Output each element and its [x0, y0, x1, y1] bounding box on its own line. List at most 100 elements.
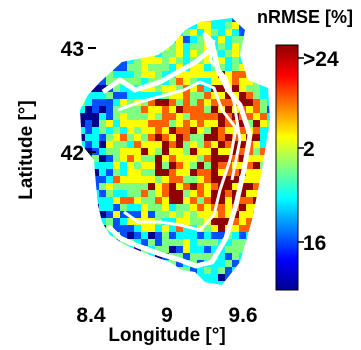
- grid-cell: [253, 211, 260, 218]
- grid-cell: [218, 50, 225, 57]
- grid-cell: [106, 29, 113, 36]
- grid-cell: [239, 267, 246, 274]
- grid-cell: [92, 78, 99, 85]
- grid-cell: [155, 267, 162, 274]
- grid-cell: [267, 267, 270, 274]
- grid-cell: [99, 197, 106, 204]
- grid-cell: [134, 57, 141, 64]
- grid-cell: [190, 239, 197, 246]
- grid-cell: [80, 78, 85, 85]
- grid-cell: [148, 57, 155, 64]
- grid-cell: [148, 204, 155, 211]
- grid-cell: [267, 288, 274, 295]
- grid-cell: [232, 288, 239, 295]
- grid-cell: [267, 120, 270, 127]
- grid-cell: [92, 155, 99, 162]
- grid-cell: [267, 162, 270, 169]
- grid-cell: [127, 246, 134, 253]
- grid-cell: [190, 134, 197, 141]
- grid-cell: [190, 183, 197, 190]
- grid-cell: [176, 204, 183, 211]
- grid-cell: [197, 162, 204, 169]
- grid-cell: [260, 281, 267, 285]
- grid-cell: [225, 204, 232, 211]
- grid-cell: [239, 43, 246, 50]
- grid-cell: [225, 43, 232, 50]
- grid-cell: [80, 113, 85, 120]
- grid-cell: [92, 267, 99, 274]
- grid-cell: [148, 29, 155, 36]
- grid-cell: [99, 204, 106, 211]
- grid-cell: [127, 78, 134, 85]
- grid-cell: [225, 71, 232, 78]
- grid-cell: [204, 232, 211, 239]
- grid-cell: [85, 29, 92, 36]
- grid-cell: [92, 127, 99, 134]
- grid-cell: [106, 246, 113, 253]
- grid-cell: [92, 85, 99, 92]
- grid-cell: [162, 29, 169, 36]
- grid-cell: [134, 78, 141, 85]
- grid-cell: [80, 120, 85, 127]
- grid-cell: [99, 113, 106, 120]
- grid-cell: [169, 57, 176, 64]
- grid-cell: [134, 190, 141, 197]
- grid-cell: [204, 253, 211, 260]
- grid-cell: [267, 148, 270, 155]
- grid-cell: [239, 36, 246, 43]
- grid-cell: [204, 134, 211, 141]
- grid-cell: [141, 113, 148, 120]
- grid-cell: [169, 29, 176, 36]
- grid-cell: [85, 85, 92, 92]
- grid-cell: [99, 232, 106, 239]
- grid-cell: [260, 78, 267, 85]
- grid-cell: [106, 113, 113, 120]
- grid-cell: [120, 176, 127, 183]
- grid-cell: [99, 190, 106, 197]
- grid-cell: [134, 288, 141, 295]
- grid-cell: [99, 43, 106, 50]
- grid-cell: [260, 183, 267, 190]
- grid-cell: [197, 18, 204, 22]
- grid-cell: [148, 43, 155, 50]
- grid-cell: [239, 18, 246, 22]
- grid-cell: [141, 260, 148, 267]
- grid-cell: [225, 141, 232, 148]
- map-panel: [80, 18, 274, 295]
- grid-cell: [106, 204, 113, 211]
- grid-cell: [92, 22, 99, 29]
- grid-cell: [113, 204, 120, 211]
- grid-cell: [253, 106, 260, 113]
- grid-cell: [106, 99, 113, 106]
- grid-cell: [239, 253, 246, 260]
- grid-cell: [239, 246, 246, 253]
- grid-cell: [92, 211, 99, 218]
- grid-cell: [176, 197, 183, 204]
- grid-cell: [197, 204, 204, 211]
- grid-cell: [134, 148, 141, 155]
- grid-cell: [183, 99, 190, 106]
- grid-cell: [267, 106, 270, 113]
- grid-cell: [120, 225, 127, 232]
- grid-cell: [113, 260, 120, 267]
- grid-cell: [155, 85, 162, 92]
- grid-cell: [120, 183, 127, 190]
- grid-cell: [253, 113, 260, 120]
- grid-cell: [190, 274, 197, 281]
- grid-cell: [85, 162, 92, 169]
- grid-cell: [162, 211, 169, 218]
- grid-cell: [141, 57, 148, 64]
- grid-cell: [197, 36, 204, 43]
- grid-cell: [120, 29, 127, 36]
- grid-cell: [120, 218, 127, 225]
- grid-cell: [225, 29, 232, 36]
- grid-cell: [190, 288, 197, 295]
- grid-cell: [134, 92, 141, 99]
- grid-cell: [239, 218, 246, 225]
- grid-cell: [169, 134, 176, 141]
- grid-cell: [99, 148, 106, 155]
- grid-cell: [190, 18, 197, 22]
- grid-cell: [120, 22, 127, 29]
- grid-cell: [267, 29, 270, 36]
- grid-cell: [197, 106, 204, 113]
